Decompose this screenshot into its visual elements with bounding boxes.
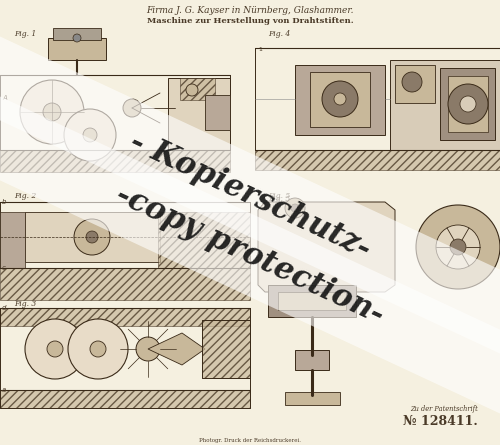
Bar — [0, 308, 250, 408]
Bar — [278, 292, 346, 310]
Bar — [0, 308, 250, 326]
Polygon shape — [0, 43, 500, 445]
Circle shape — [291, 204, 299, 212]
Bar — [202, 320, 250, 378]
Circle shape — [186, 84, 198, 96]
Bar — [448, 76, 488, 132]
Bar — [0, 268, 250, 300]
Circle shape — [25, 319, 85, 379]
Text: Photogr. Druck der Reichsdruckerei.: Photogr. Druck der Reichsdruckerei. — [199, 438, 301, 443]
Text: Fig. 2: Fig. 2 — [14, 192, 36, 200]
Bar — [0, 202, 250, 268]
Circle shape — [43, 103, 61, 121]
Bar — [0, 75, 230, 150]
Text: Maschine zur Herstellung von Drahtstiften.: Maschine zur Herstellung von Drahtstifte… — [146, 17, 354, 25]
Bar — [158, 212, 250, 268]
Text: Fig. 4: Fig. 4 — [268, 30, 290, 38]
Bar — [0, 390, 250, 408]
Circle shape — [460, 96, 476, 112]
Text: A: A — [2, 95, 7, 101]
Bar — [295, 350, 329, 370]
Circle shape — [450, 239, 466, 255]
Circle shape — [448, 84, 488, 124]
Circle shape — [334, 93, 346, 105]
Circle shape — [402, 72, 422, 92]
Circle shape — [322, 81, 358, 117]
Bar — [0, 150, 230, 172]
Bar — [255, 150, 500, 170]
Text: Fig. 1: Fig. 1 — [14, 30, 36, 38]
Text: - Kopierschutz-: - Kopierschutz- — [124, 125, 376, 264]
Circle shape — [64, 109, 116, 161]
Text: d: d — [2, 305, 6, 311]
Text: Fig. 5: Fig. 5 — [268, 192, 290, 200]
Polygon shape — [0, 0, 500, 407]
Bar — [440, 68, 495, 140]
Bar — [53, 28, 101, 40]
Text: Fig. 3: Fig. 3 — [14, 300, 36, 308]
Bar — [0, 212, 25, 268]
Bar — [285, 392, 340, 405]
Circle shape — [86, 231, 98, 243]
Text: b: b — [2, 199, 6, 205]
Text: Firma J. G. Kayser in Nürnberg, Glashammer.: Firma J. G. Kayser in Nürnberg, Glashamm… — [146, 6, 354, 15]
Text: № 128411.: № 128411. — [403, 415, 478, 428]
Text: c: c — [2, 265, 6, 271]
Bar — [310, 72, 370, 127]
Bar — [25, 212, 160, 262]
Bar — [202, 320, 250, 378]
Circle shape — [73, 34, 81, 42]
Text: -copy protection-: -copy protection- — [111, 179, 389, 331]
Circle shape — [68, 319, 128, 379]
Circle shape — [285, 198, 305, 218]
Text: Fig. 5: Fig. 5 — [268, 195, 290, 203]
Text: 1: 1 — [258, 47, 262, 52]
Circle shape — [74, 219, 110, 255]
Bar — [205, 95, 230, 130]
Text: Zu der Patentschrift: Zu der Patentschrift — [410, 405, 478, 413]
Circle shape — [436, 225, 480, 269]
Circle shape — [136, 337, 160, 361]
Bar — [180, 78, 215, 100]
Bar — [48, 38, 106, 60]
Circle shape — [90, 341, 106, 357]
Text: a: a — [2, 387, 6, 393]
Bar — [168, 78, 230, 150]
Circle shape — [47, 341, 63, 357]
Bar — [395, 65, 435, 103]
Bar — [390, 60, 500, 150]
Circle shape — [20, 80, 84, 144]
Polygon shape — [258, 202, 395, 292]
Bar — [268, 285, 356, 317]
Bar — [295, 65, 385, 135]
Circle shape — [416, 205, 500, 289]
Bar — [255, 48, 500, 150]
Circle shape — [83, 128, 97, 142]
Polygon shape — [148, 333, 205, 365]
Circle shape — [123, 99, 141, 117]
